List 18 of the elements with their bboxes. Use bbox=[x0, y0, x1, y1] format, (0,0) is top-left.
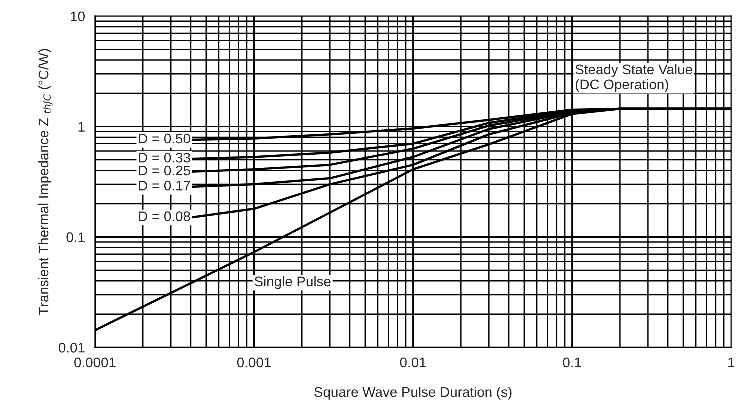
x-tick-label: 0.001 bbox=[237, 358, 271, 368]
series-label: D = 0.50 bbox=[139, 134, 190, 144]
x-axis-title: Square Wave Pulse Duration (s) bbox=[314, 386, 512, 400]
annotation: Steady State Value (DC Operation) bbox=[576, 64, 692, 92]
y-tick-label: 10 bbox=[71, 12, 85, 22]
x-tick-label: 1 bbox=[728, 358, 735, 368]
y-tick-label: 1 bbox=[78, 122, 85, 132]
series-label: D = 0.08 bbox=[139, 212, 190, 222]
y-axis-title: Transient Thermal Impedance Z $_{thJC}$ (°C/W) bbox=[38, 49, 53, 316]
series-label: Single Pulse bbox=[254, 276, 331, 290]
series-label: D = 0.33 bbox=[139, 152, 190, 163]
series-label: D = 0.17 bbox=[139, 180, 190, 191]
x-tick-label: 0.0001 bbox=[74, 358, 116, 368]
x-tick-label: 0.01 bbox=[400, 358, 426, 368]
y-tick-label: 0.01 bbox=[59, 342, 85, 353]
x-tick-label: 0.1 bbox=[563, 358, 582, 368]
series-label: D = 0.25 bbox=[139, 166, 190, 176]
y-tick-label: 0.1 bbox=[66, 232, 85, 242]
